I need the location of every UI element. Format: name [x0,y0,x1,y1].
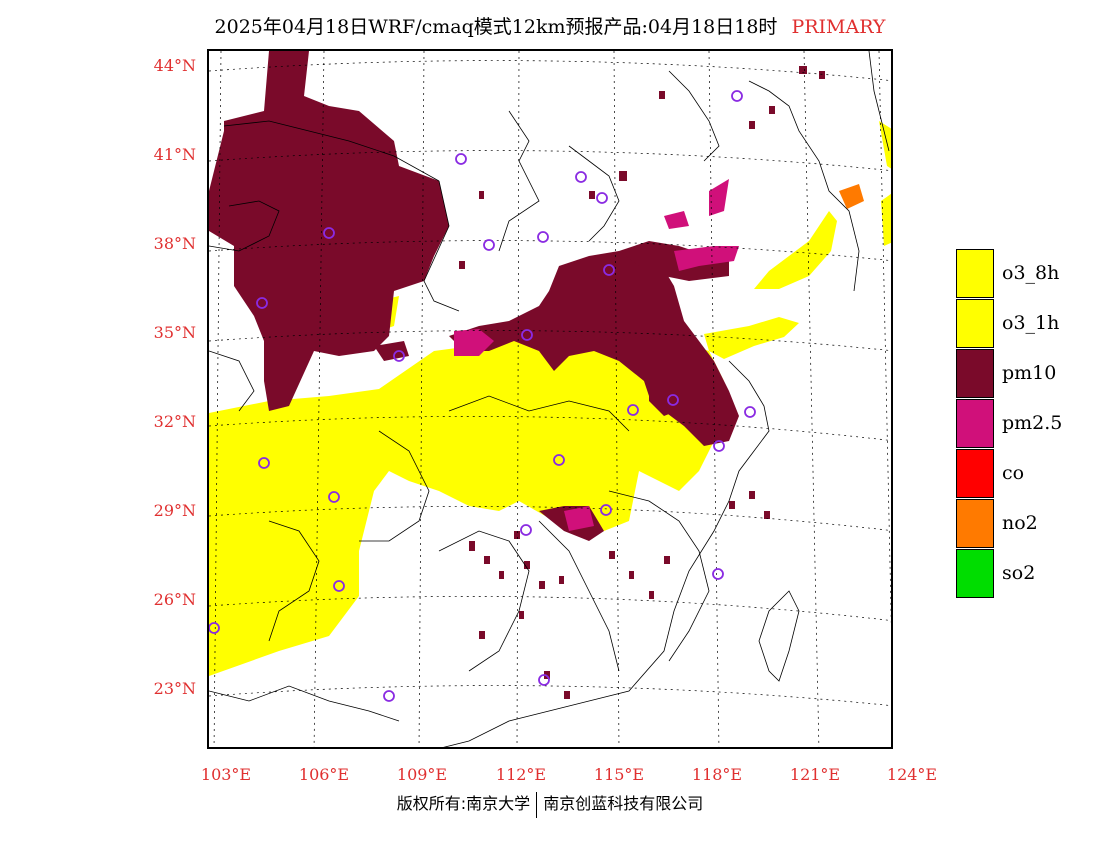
copyright-right: 南京创蓝科技有限公司 [543,794,704,813]
lat-label-23n: 23°N [153,679,196,698]
station-marker [553,454,565,466]
lat-label-38n: 38°N [153,234,196,253]
o3-region-coast-right2 [881,193,891,246]
lon-label-103e: 103°E [200,765,252,784]
legend-label: o3_1h [1002,312,1060,334]
station-marker [209,622,220,634]
pm10-region-northwest [209,51,449,411]
scattered-cells [459,66,825,699]
lat-label-44n: 44°N [153,56,196,75]
title-main: 2025年04月18日WRF/cmaq模式12km预报产品:04月18日18时 [214,16,778,38]
pm25-region-hebei [674,246,739,271]
map-panel [207,49,893,749]
legend-label: so2 [1002,562,1036,584]
legend-swatch [956,399,994,448]
o3-region-southwest [209,329,724,676]
legend-swatch [956,249,994,298]
station-marker [520,524,532,536]
pm10-region-west-small [374,341,409,361]
o3-region-east-coast [704,317,799,359]
station-marker [328,491,340,503]
station-marker [333,580,345,592]
lon-label-121e: 121°E [789,765,841,784]
pm25-region-beijing [664,211,689,229]
station-marker [744,406,756,418]
station-marker [537,231,549,243]
station-marker [731,90,743,102]
legend-label: co [1002,462,1025,484]
station-marker [596,192,608,204]
station-marker [455,153,467,165]
station-marker [323,227,335,239]
pm25-region-henan [454,329,494,356]
province-boundaries [209,51,890,747]
station-marker [667,394,679,406]
legend-swatch [956,349,994,398]
station-marker [603,264,615,276]
legend-label: no2 [1002,512,1038,534]
lon-label-112e: 112°E [495,765,547,784]
station-marker [712,568,724,580]
no2-regions [839,184,864,209]
pm25-region-tianjin [709,179,729,216]
pm10-region-hebei [619,241,729,281]
legend-label: o3_8h [1002,262,1060,284]
legend-swatch [956,299,994,348]
graticule [209,51,891,747]
o3-regions [209,121,891,676]
lat-label-26n: 26°N [153,590,196,609]
o3-region-northeast [754,211,837,289]
title-pollutant: PRIMARY [791,16,886,38]
pm25-regions [454,179,739,531]
copyright: 版权所有:南京大学 南京创蓝科技有限公司 [0,790,1100,818]
lat-label-32n: 32°N [153,412,196,431]
station-marker [256,297,268,309]
copyright-separator [536,791,538,818]
lat-label-29n: 29°N [153,501,196,520]
station-marker [393,350,405,362]
lon-label-115e: 115°E [593,765,645,784]
station-marker [383,690,395,702]
station-marker [600,504,612,516]
copyright-left: 版权所有:南京大学 [396,794,531,813]
pollutant-map [209,51,891,747]
o3-region-coast-right [879,121,891,169]
station-marker [627,404,639,416]
station-marker [521,329,533,341]
station-marker [575,171,587,183]
legend-label: pm2.5 [1002,412,1063,434]
legend-swatch [956,449,994,498]
no2-region-liaoning [839,184,864,209]
pm25-region-jiangxi [564,506,594,531]
legend-swatch [956,499,994,548]
map-title: 2025年04月18日WRF/cmaq模式12km预报产品:04月18日18时 P… [0,12,1100,39]
legend-swatch [956,549,994,598]
lon-label-109e: 109°E [396,765,448,784]
lat-label-35n: 35°N [153,323,196,342]
station-markers [209,90,756,702]
station-marker [538,674,550,686]
lon-label-106e: 106°E [298,765,350,784]
station-marker [258,457,270,469]
lat-label-41n: 41°N [153,145,196,164]
lon-label-124e: 124°E [886,765,938,784]
station-marker [713,440,725,452]
station-marker [483,239,495,251]
legend-label: pm10 [1002,362,1057,384]
lon-label-118e: 118°E [691,765,743,784]
